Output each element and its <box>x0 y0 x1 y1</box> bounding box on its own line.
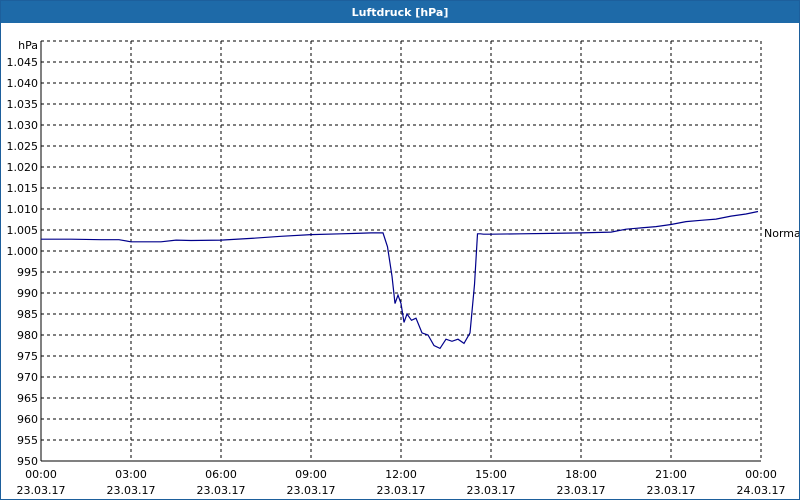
y-tick-label: 1.025 <box>7 140 39 153</box>
y-tick-label: 1.035 <box>7 98 39 111</box>
y-tick-label: 1.000 <box>7 245 39 258</box>
x-tick-date-label: 23.03.17 <box>647 484 696 497</box>
y-tick-label: 1.030 <box>7 119 39 132</box>
x-tick-date-label: 23.03.17 <box>467 484 516 497</box>
grid <box>41 40 762 461</box>
x-tick-time-label: 12:00 <box>385 468 417 481</box>
series-layer <box>41 210 759 350</box>
x-tick-time-label: 03:00 <box>115 468 147 481</box>
y-tick-label: 985 <box>17 308 38 321</box>
y-tick-label: 1.010 <box>7 203 39 216</box>
chart-title: Luftdruck [hPa] <box>1 1 799 23</box>
y-axis-unit-label: hPa <box>18 39 38 52</box>
y-tick-label: 960 <box>17 413 38 426</box>
y-tick-label: 1.015 <box>7 182 39 195</box>
y-tick-label: 990 <box>17 287 38 300</box>
x-tick-date-label: 23.03.17 <box>17 484 66 497</box>
y-tick-label: 980 <box>17 329 38 342</box>
x-tick-time-label: 09:00 <box>295 468 327 481</box>
x-tick-time-label: 00:00 <box>25 468 57 481</box>
axes <box>40 41 761 462</box>
y-tick-label: 995 <box>17 266 38 279</box>
x-tick-date-label: 23.03.17 <box>197 484 246 497</box>
y-tick-label: 955 <box>17 434 38 447</box>
x-tick-time-label: 18:00 <box>565 468 597 481</box>
y-tick-label: 970 <box>17 371 38 384</box>
y-tick-label: 950 <box>17 455 38 468</box>
x-tick-time-label: 06:00 <box>205 468 237 481</box>
tick-labels: 950 955 960 965 970 975 980 985 990 995 1.000 1.005… <box>7 39 800 497</box>
y-tick-label: 965 <box>17 392 38 405</box>
series-line-luftdruck <box>41 210 759 350</box>
x-tick-time-label: 00:00 <box>745 468 777 481</box>
x-tick-time-label: 21:00 <box>655 468 687 481</box>
y-tick-label: 1.040 <box>7 77 39 90</box>
x-tick-date-label: 23.03.17 <box>557 484 606 497</box>
x-tick-date-label: 23.03.17 <box>287 484 336 497</box>
y-tick-label: 1.020 <box>7 161 39 174</box>
x-tick-date-label: 24.03.17 <box>737 484 786 497</box>
x-tick-date-label: 23.03.17 <box>107 484 156 497</box>
x-tick-time-label: 15:00 <box>475 468 507 481</box>
x-tick-date-label: 23.03.17 <box>377 484 426 497</box>
y-tick-label: 1.005 <box>7 224 39 237</box>
reference-label: Normal <box>764 227 799 240</box>
y-tick-label: 1.045 <box>7 56 39 69</box>
y-tick-label: 975 <box>17 350 38 363</box>
